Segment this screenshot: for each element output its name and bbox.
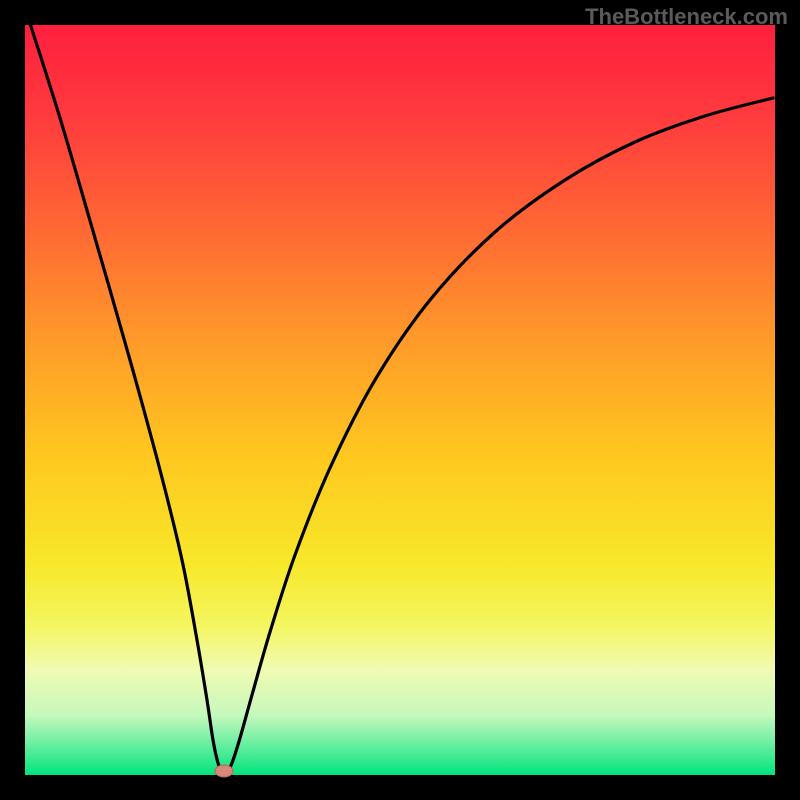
chart-svg bbox=[0, 0, 800, 800]
plot-background bbox=[25, 25, 775, 775]
watermark-text: TheBottleneck.com bbox=[585, 4, 788, 30]
chart-frame: TheBottleneck.com bbox=[0, 0, 800, 800]
minimum-marker bbox=[215, 765, 233, 777]
